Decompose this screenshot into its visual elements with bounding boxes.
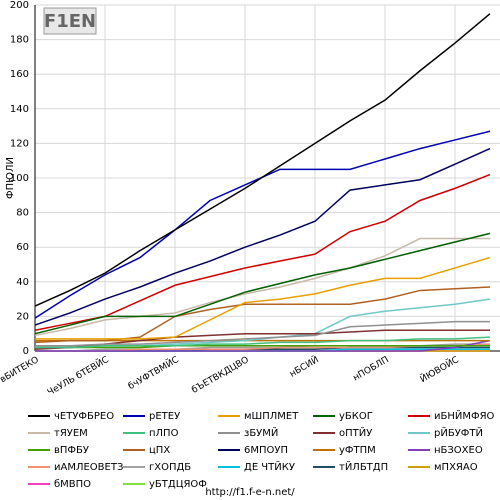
series-line [34, 147, 491, 326]
x-tick-label: бЪЕТВКДЦВО [190, 355, 250, 396]
y-tick-label: 200 [10, 0, 29, 11]
series-line [35, 320, 490, 347]
y-tick-label: 140 [10, 104, 29, 115]
legend-label: рЙБУФТЙ [434, 426, 483, 439]
legend-label: тЯУЕМ [54, 428, 88, 439]
legend-label: уБКОГ [339, 411, 373, 422]
y-axis-label: ФПЮЛИ [5, 157, 16, 199]
y-tick-label: 20 [16, 311, 29, 322]
series-line [34, 13, 491, 307]
x-tick-label: нБСИЙ [287, 353, 321, 379]
legend-label: пЛПО [149, 428, 179, 439]
legend-label: 6МПОУП [244, 445, 288, 456]
footer: http://f1.f-e-n.net/ [205, 487, 295, 498]
x-tick-label: вБИТЕКО [0, 355, 41, 385]
series-line [34, 232, 491, 335]
legend-label: уФТПМ [339, 445, 376, 456]
legend-label: мШПЛМЕТ [244, 411, 299, 422]
legend-label: цПХ [149, 445, 170, 456]
series-line [35, 336, 491, 349]
y-tick-label: 180 [10, 35, 29, 46]
legend-label: вПФБУ [54, 445, 89, 456]
y-tick-label: 60 [16, 242, 29, 253]
series-line [35, 345, 490, 349]
y-tick-label: 0 [23, 346, 29, 357]
legend-label: мПХЯАО [434, 462, 478, 473]
x-tick-label: бчУФТВМЙС [126, 353, 181, 392]
legend-label: уБТДЦЯОФ [149, 479, 207, 490]
legend-label: гХОПДБ [149, 462, 191, 473]
y-tick-label: 100 [10, 173, 29, 184]
logo-box [43, 7, 97, 35]
legend-label: тЙЛБТДП [339, 460, 388, 473]
legend-label: зБУМЙ [244, 426, 278, 439]
x-tick-label: нПОБЛП [352, 355, 391, 383]
legend-label: бМВПО [54, 479, 91, 490]
y-tick-label: 80 [16, 208, 29, 219]
x-tick-label: ЧеУЛЬ бТЕВЙС [45, 353, 111, 398]
logo: F1EN [43, 7, 97, 35]
legend-label: иБНЙМФЯО [434, 409, 495, 422]
x-tick-label: ЙЮВОЙС [418, 353, 461, 385]
y-tick-label: 40 [16, 277, 29, 288]
legend-label: рЕТЕУ [149, 411, 180, 422]
y-tick-label: 160 [10, 69, 29, 80]
legend-label: нБЗОХЕО [434, 445, 483, 456]
series-line [34, 286, 491, 344]
series-line [35, 256, 491, 340]
legend-label: ДЕ ЧТЙКУ [244, 460, 295, 473]
series-line [34, 237, 490, 337]
logo-text: F1EN [44, 11, 96, 32]
series-line [35, 339, 491, 352]
legend-label: иАМЛЕОВЕТЗ [54, 462, 123, 473]
legend-label: чЕТУФБРЕО [54, 411, 114, 422]
series-line [34, 173, 491, 331]
legend-label: оПТЙУ [339, 426, 372, 439]
y-tick-label: 120 [10, 138, 29, 149]
